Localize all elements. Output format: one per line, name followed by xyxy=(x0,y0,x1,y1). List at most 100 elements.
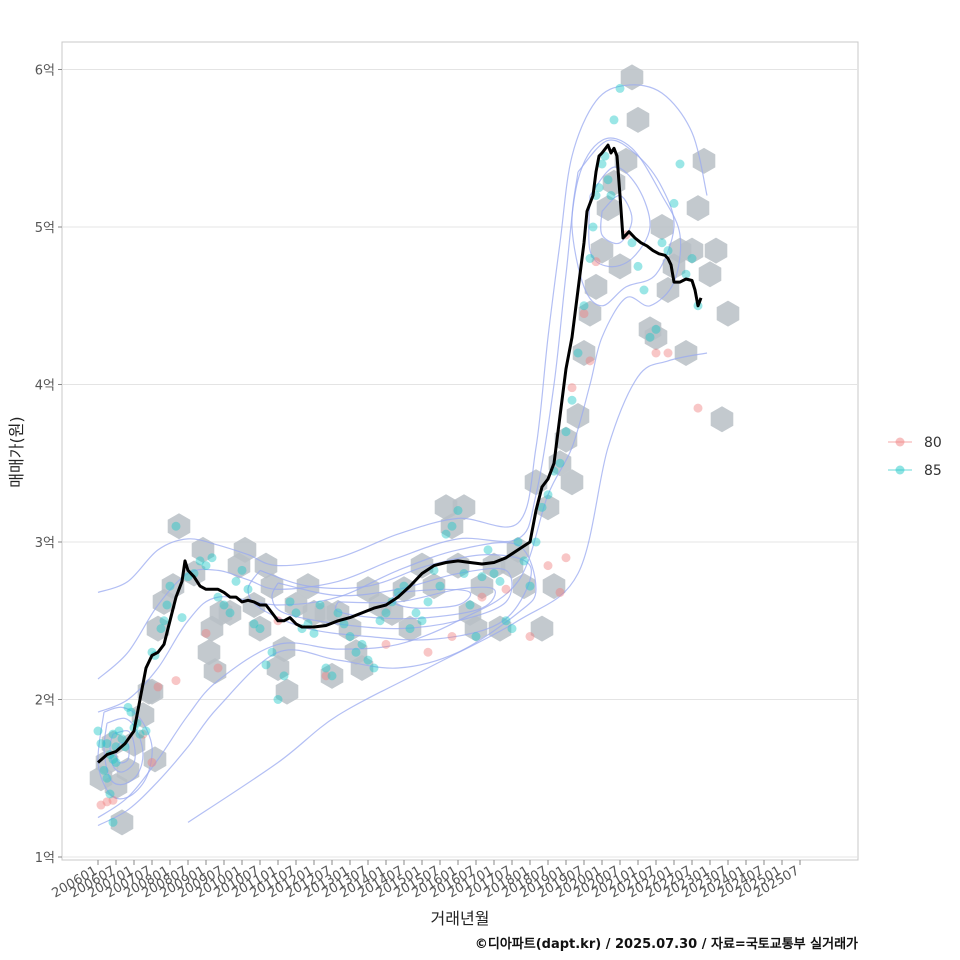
point-85 xyxy=(108,754,118,764)
density-contour xyxy=(97,84,708,593)
point-85 xyxy=(111,758,121,767)
x-axis-ticks: 2006012006072007012007072008012008072009… xyxy=(50,860,802,901)
x-axis-title: 거래년월 xyxy=(431,909,490,928)
hexbin-cell xyxy=(260,573,284,600)
point-80 xyxy=(663,348,673,358)
point-85 xyxy=(117,734,127,744)
point-85 xyxy=(465,600,475,610)
point-85 xyxy=(273,695,283,704)
point-80 xyxy=(477,592,487,602)
point-80 xyxy=(321,671,331,681)
hexbin-cell xyxy=(452,494,476,521)
hexbin-cell xyxy=(143,746,167,773)
hexbin-cell xyxy=(650,214,674,240)
point-85 xyxy=(525,581,535,591)
density-contour xyxy=(334,586,496,620)
point-85 xyxy=(291,608,301,618)
point-85 xyxy=(663,246,673,256)
point-85 xyxy=(135,729,145,739)
density-contour xyxy=(97,706,153,800)
hexbin-cell xyxy=(596,195,620,222)
hexbin-cell xyxy=(110,809,134,836)
hexbin-cell xyxy=(464,615,488,642)
legend-marker xyxy=(895,437,905,447)
hexbin-cell xyxy=(554,426,578,453)
point-85 xyxy=(537,502,547,512)
moving-average-layer xyxy=(97,143,703,764)
point-85 xyxy=(225,608,235,618)
point-85 xyxy=(357,639,367,649)
point-80 xyxy=(213,663,223,673)
point-85 xyxy=(96,739,106,749)
hexbin-cell xyxy=(704,237,728,264)
point-85 xyxy=(177,613,187,623)
point-85 xyxy=(369,663,379,673)
point-85 xyxy=(681,269,691,279)
density-contour xyxy=(97,137,682,819)
y-tick-label: 2억 xyxy=(35,694,55,709)
hexbin-cell xyxy=(542,573,566,600)
legend-label: 80 xyxy=(924,435,942,451)
point-80 xyxy=(147,758,157,767)
caption: ©디아파트(dapt.kr) / 2025.07.30 / 자료=국토교통부 실… xyxy=(475,936,858,952)
point-85 xyxy=(114,726,124,736)
point-85 xyxy=(585,254,595,263)
point-85 xyxy=(405,624,415,634)
point-80 xyxy=(561,553,571,563)
point-85 xyxy=(285,597,295,607)
point-85 xyxy=(555,458,565,468)
hexbin-cell xyxy=(284,592,308,618)
point-85 xyxy=(411,608,421,618)
point-85 xyxy=(441,529,451,539)
point-85 xyxy=(471,632,481,641)
hexbin-cell xyxy=(350,655,374,681)
hexbin-cell xyxy=(626,106,650,133)
point-85 xyxy=(213,592,223,602)
point-85 xyxy=(243,584,253,594)
point-85 xyxy=(108,817,118,827)
hexbin-cell xyxy=(560,469,584,496)
point-80 xyxy=(579,309,589,319)
y-tick-label: 6억 xyxy=(35,64,55,79)
hexbin-cell xyxy=(680,237,704,264)
hexbin-cell xyxy=(470,573,494,600)
hexbin-cell xyxy=(242,592,266,618)
point-85 xyxy=(249,619,259,629)
point-80 xyxy=(585,356,595,366)
hexbin-cell xyxy=(233,536,257,563)
point-85 xyxy=(105,789,115,799)
point-85 xyxy=(159,616,169,626)
point-80 xyxy=(423,647,433,657)
point-80 xyxy=(171,676,181,686)
density-contour xyxy=(103,717,144,786)
density-contour xyxy=(97,541,537,827)
point-85 xyxy=(327,671,337,681)
point-85 xyxy=(594,183,604,193)
y-tick-label: 3억 xyxy=(35,536,55,551)
point-80 xyxy=(555,587,565,597)
point-80 xyxy=(591,257,601,267)
point-85 xyxy=(606,191,616,200)
point-85 xyxy=(156,624,166,634)
point-85 xyxy=(651,324,661,334)
point-80 xyxy=(651,348,661,358)
hexbin-cell xyxy=(203,658,227,685)
hexbin-cell xyxy=(140,678,164,705)
y-axis-ticks: 1억 2억 3억 4억 5억 6억 xyxy=(35,64,62,866)
point-85 xyxy=(675,159,685,169)
density-contour xyxy=(247,553,532,641)
point-80 xyxy=(108,795,118,805)
point-85 xyxy=(309,628,319,638)
point-85 xyxy=(315,600,325,610)
point-85 xyxy=(573,348,583,358)
point-85 xyxy=(447,521,457,531)
moving-average-line xyxy=(97,143,703,764)
plot-panel xyxy=(61,41,859,861)
point-85 xyxy=(687,254,697,263)
hexbin-cell xyxy=(638,316,662,343)
point-85 xyxy=(435,581,445,591)
hexbin-cell xyxy=(578,300,602,327)
point-85 xyxy=(561,427,571,437)
hexbin-layer xyxy=(89,64,740,836)
point-85 xyxy=(255,624,265,634)
